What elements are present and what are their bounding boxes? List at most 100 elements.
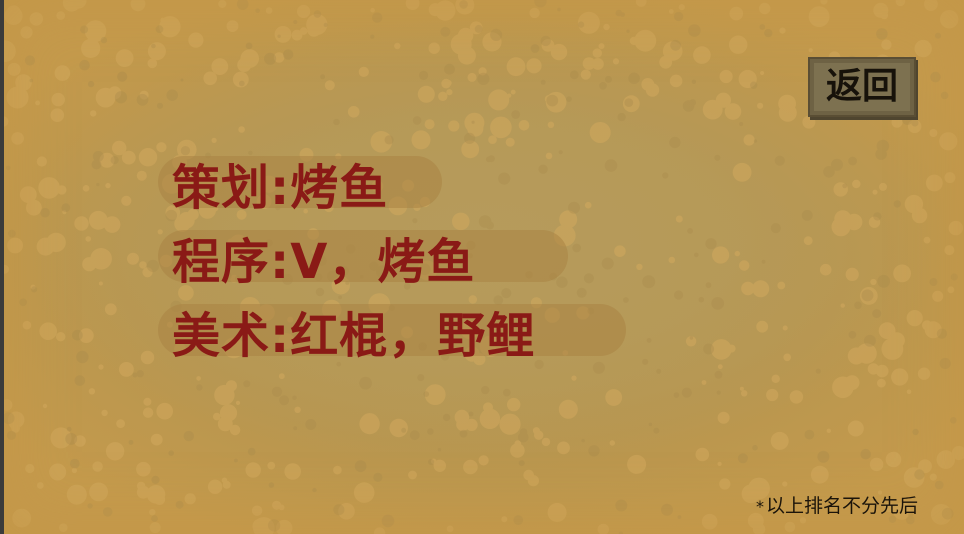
texture-speck	[490, 28, 503, 41]
texture-speck	[799, 517, 807, 524]
texture-speck	[24, 55, 35, 66]
texture-speck	[38, 177, 60, 199]
texture-speck	[645, 83, 660, 97]
credit-role-design: 策划:	[172, 160, 291, 216]
texture-speck	[674, 290, 684, 300]
texture-speck	[518, 431, 529, 443]
texture-speck	[701, 513, 718, 530]
texture-speck	[867, 363, 880, 375]
texture-speck	[771, 374, 780, 383]
texture-speck	[783, 353, 791, 362]
texture-speck	[572, 243, 582, 253]
texture-speck	[518, 460, 525, 467]
texture-speck	[236, 0, 249, 10]
texture-speck	[467, 72, 477, 82]
texture-speck	[861, 289, 874, 302]
texture-speck	[934, 480, 944, 490]
texture-speck	[627, 454, 647, 474]
back-button[interactable]: 返回	[808, 57, 916, 117]
texture-speck	[557, 441, 570, 455]
texture-speck	[930, 504, 952, 525]
texture-speck	[146, 259, 160, 273]
texture-speck	[876, 139, 890, 153]
texture-speck	[615, 9, 623, 17]
texture-speck	[845, 213, 863, 231]
texture-speck	[405, 0, 420, 10]
texture-speck	[719, 478, 731, 490]
texture-speck	[872, 189, 878, 195]
texture-speck	[408, 470, 417, 480]
texture-speck	[142, 407, 154, 418]
texture-speck	[49, 463, 67, 481]
texture-speck	[891, 116, 903, 128]
texture-speck	[211, 137, 217, 143]
texture-speck	[156, 142, 167, 153]
texture-speck	[72, 329, 83, 341]
texture-speck	[870, 278, 877, 286]
texture-speck	[934, 32, 942, 39]
texture-speck	[419, 70, 429, 80]
footnote-text: 以上排名不分先后	[765, 495, 918, 517]
credits-list: 策划:烤鱼 程序:V，烤鱼 美术:红棍，野鲤	[158, 146, 626, 368]
texture-speck	[636, 263, 643, 271]
texture-speck	[358, 66, 369, 77]
texture-speck	[936, 328, 948, 339]
texture-speck	[729, 6, 744, 21]
texture-speck	[219, 404, 238, 422]
texture-speck	[156, 102, 164, 109]
texture-speck	[143, 397, 152, 406]
texture-speck	[92, 150, 104, 162]
texture-speck	[467, 120, 484, 137]
texture-speck	[615, 499, 628, 512]
texture-speck	[656, 368, 662, 374]
texture-speck	[688, 24, 701, 37]
texture-speck	[717, 364, 723, 370]
texture-speck	[569, 70, 579, 80]
texture-speck	[534, 359, 544, 370]
texture-speck	[80, 25, 89, 34]
texture-speck	[588, 445, 600, 457]
texture-speck	[893, 264, 911, 283]
texture-speck	[778, 94, 796, 113]
texture-speck	[22, 320, 32, 330]
texture-speck	[614, 245, 626, 257]
texture-speck	[819, 263, 832, 276]
texture-speck	[354, 460, 367, 473]
texture-speck	[675, 215, 683, 223]
texture-speck	[499, 413, 521, 435]
texture-speck	[478, 67, 487, 76]
texture-speck	[373, 472, 383, 482]
texture-speck	[234, 458, 238, 463]
texture-speck	[589, 122, 611, 143]
texture-speck	[714, 154, 721, 161]
credit-line-art: 美术:红棍，野鲤	[158, 294, 626, 368]
texture-speck	[42, 403, 48, 409]
texture-speck	[891, 368, 909, 386]
texture-speck	[592, 58, 604, 70]
texture-speck	[784, 521, 796, 533]
texture-speck	[370, 7, 375, 13]
texture-speck	[245, 462, 261, 478]
texture-speck	[880, 11, 889, 20]
texture-speck	[115, 49, 134, 67]
texture-speck	[782, 481, 788, 487]
texture-speck	[540, 79, 546, 85]
texture-speck	[240, 49, 259, 68]
texture-speck	[940, 10, 959, 29]
texture-speck	[635, 0, 647, 7]
texture-speck	[530, 44, 540, 53]
texture-speck	[941, 507, 954, 520]
texture-speck	[888, 332, 905, 349]
texture-speck	[168, 450, 174, 456]
texture-speck	[26, 199, 42, 216]
texture-speck	[778, 103, 797, 122]
texture-speck	[139, 261, 147, 269]
texture-speck	[501, 516, 508, 523]
texture-speck	[253, 517, 275, 534]
texture-speck	[653, 427, 660, 434]
texture-speck	[715, 92, 732, 108]
texture-speck	[424, 119, 435, 130]
texture-speck	[673, 392, 680, 398]
texture-speck	[623, 297, 629, 303]
texture-speck	[5, 165, 11, 171]
